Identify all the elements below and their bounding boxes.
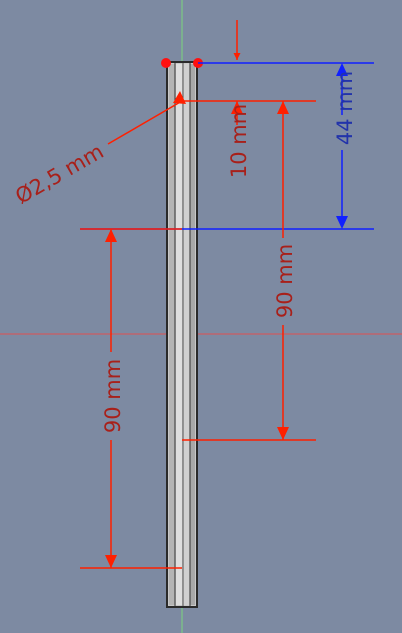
left-length-label: 90 mm — [101, 359, 125, 433]
left-length-dimension[interactable] — [80, 228, 182, 569]
top-offset-label: 10 mm — [227, 104, 251, 178]
right-length-dimension[interactable] — [182, 101, 316, 441]
blue-length-label: 44 mm — [333, 71, 357, 145]
right-length-label: 90 mm — [273, 244, 297, 318]
diameter-label: Ø2,5 mm — [11, 139, 107, 209]
rod-body[interactable] — [166, 61, 198, 608]
top-offset-dimension[interactable] — [182, 100, 316, 125]
vertex-point-left[interactable] — [161, 58, 171, 68]
diameter-leader[interactable] — [107, 91, 186, 145]
